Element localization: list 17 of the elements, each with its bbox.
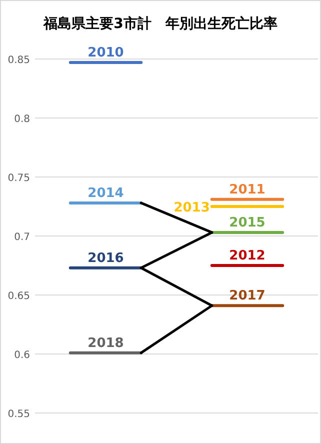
series-label: 2018 (88, 336, 124, 351)
series-label: 2010 (88, 46, 124, 61)
y-tick-label: 0.85 (8, 55, 30, 66)
series-label: 2011 (229, 182, 266, 198)
series-label: 2013 (174, 200, 210, 216)
y-tick-label: 0.7 (14, 232, 30, 243)
y-tick-label: 0.55 (8, 409, 30, 420)
y-tick-label: 0.8 (14, 114, 30, 125)
series-label: 2012 (229, 248, 266, 264)
series-label: 2015 (229, 215, 266, 230)
y-tick-label: 0.6 (14, 350, 30, 361)
series-label: 2016 (88, 250, 124, 266)
chart-title: 福島県主要3市計 年別出生死亡比率 (42, 15, 278, 32)
series-label: 2017 (229, 288, 266, 304)
series-label: 2014 (88, 186, 124, 201)
y-tick-label: 0.65 (8, 291, 30, 302)
y-tick-label: 0.75 (8, 173, 30, 184)
